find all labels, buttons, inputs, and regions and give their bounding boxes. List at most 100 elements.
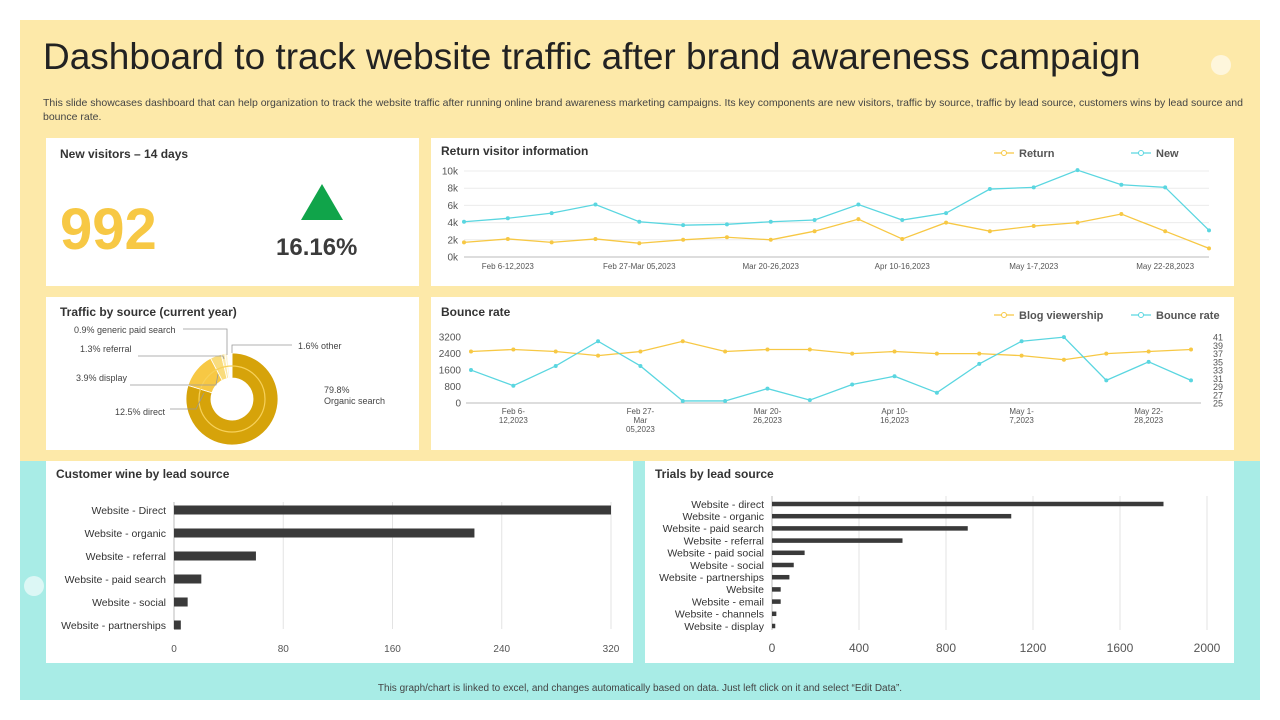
return-visitor-chart[interactable]: Return visitor information 0k 2k 4k 6k 8k 10k F… bbox=[431, 138, 1234, 286]
x-tick-label: 320 bbox=[603, 644, 620, 655]
legend-marker bbox=[1001, 150, 1007, 156]
data-point bbox=[1031, 185, 1036, 190]
data-point bbox=[850, 351, 855, 356]
y-right-tick-label: 41 bbox=[1213, 333, 1223, 343]
slice-label: 12.5% direct bbox=[115, 407, 166, 417]
data-point bbox=[1119, 182, 1124, 187]
data-point bbox=[1031, 224, 1036, 229]
leader-line bbox=[170, 392, 205, 410]
x-tick-label: May 1-7,2023 bbox=[1009, 407, 1034, 425]
data-point bbox=[944, 220, 949, 225]
data-point bbox=[511, 383, 516, 388]
data-point bbox=[850, 382, 855, 387]
legend-marker bbox=[1001, 312, 1007, 318]
customer-wins-chart[interactable]: Customer wine by lead source 0 80 160 240 320… bbox=[46, 461, 633, 663]
traffic-source-chart[interactable]: Traffic by source (current year) 79.8% Org… bbox=[46, 297, 419, 450]
new-visitors-value: 992 bbox=[60, 197, 157, 262]
data-point bbox=[768, 219, 773, 224]
x-tick-label: 240 bbox=[493, 644, 510, 655]
data-point bbox=[469, 368, 473, 373]
legend-label: Bounce rate bbox=[1156, 310, 1220, 322]
x-tick-label: Feb 6-12,2023 bbox=[499, 407, 528, 425]
chart-title: Trials by lead source bbox=[655, 467, 774, 481]
data-point bbox=[1061, 335, 1066, 340]
bar bbox=[772, 550, 805, 556]
x-tick-label: Apr 10-16,2023 bbox=[880, 407, 909, 425]
data-point bbox=[1207, 228, 1211, 233]
data-point bbox=[505, 236, 510, 241]
x-tick-label: 400 bbox=[849, 641, 869, 655]
legend-label: Return bbox=[1019, 148, 1055, 160]
bar bbox=[174, 528, 475, 538]
data-point bbox=[1075, 168, 1080, 173]
data-point bbox=[549, 240, 554, 245]
category-label: Website - paid social bbox=[667, 548, 764, 560]
data-point bbox=[768, 237, 773, 242]
y-right-tick-label: 35 bbox=[1213, 357, 1223, 367]
new-visitors-title: New visitors – 14 days bbox=[60, 147, 189, 161]
x-tick-label: Mar 20-26,2023 bbox=[753, 407, 782, 425]
data-point bbox=[807, 347, 812, 352]
x-tick-label: Feb 27-Mar 05,2023 bbox=[603, 262, 676, 271]
customer-wins-card[interactable]: Customer wine by lead source 0 80 160 240 320… bbox=[46, 461, 633, 663]
bounce-rate-card[interactable]: Bounce rate 0 800 1600 2400 3200 25 27 29 31 33 35 3… bbox=[431, 297, 1234, 450]
data-point bbox=[638, 363, 643, 368]
category-label: Website - channels bbox=[675, 609, 764, 621]
data-point bbox=[1207, 246, 1211, 251]
bounce-rate-chart[interactable]: Bounce rate08001600240032002527293133353… bbox=[431, 297, 1234, 450]
leader-line bbox=[231, 344, 292, 353]
series-line bbox=[470, 336, 1192, 402]
series-line bbox=[470, 340, 1192, 361]
legend-marker bbox=[1138, 312, 1144, 318]
x-tick-label: 80 bbox=[278, 644, 290, 655]
y-right-tick-label: 31 bbox=[1213, 374, 1223, 384]
data-point bbox=[1061, 357, 1066, 362]
y-right-tick-label: 33 bbox=[1213, 366, 1223, 376]
legend-marker bbox=[1138, 150, 1144, 156]
category-label: Website - referral bbox=[86, 551, 166, 563]
x-tick-label: Mar 20-26,2023 bbox=[743, 262, 800, 271]
bar bbox=[772, 599, 781, 604]
data-point bbox=[724, 235, 729, 240]
x-tick-label: May 22-28,2023 bbox=[1136, 262, 1194, 271]
data-point bbox=[553, 363, 558, 368]
y-right-tick-label: 27 bbox=[1213, 390, 1223, 400]
data-point bbox=[549, 211, 554, 216]
y-left-tick-label: 2400 bbox=[439, 349, 462, 360]
data-point bbox=[462, 240, 466, 245]
category-label: Website - partnerships bbox=[659, 572, 764, 584]
x-tick-label: May 1-7,2023 bbox=[1009, 262, 1058, 271]
data-point bbox=[856, 217, 861, 222]
traffic-source-card[interactable]: Traffic by source (current year) 79.8% Org… bbox=[46, 297, 419, 450]
leader-line bbox=[183, 328, 228, 355]
x-tick-label: 2000 bbox=[1194, 641, 1221, 655]
return-visitor-card[interactable]: Return visitor information 0k 2k 4k 6k 8k 10k F… bbox=[431, 138, 1234, 286]
data-point bbox=[1104, 351, 1109, 356]
data-point bbox=[1163, 229, 1168, 234]
slice-label: 1.3% referral bbox=[80, 344, 132, 354]
data-point bbox=[977, 351, 982, 356]
data-point bbox=[511, 347, 516, 352]
x-tick-label: 800 bbox=[936, 641, 956, 655]
trials-chart[interactable]: Trials by lead source 0 400 800 1200 1600 2000… bbox=[645, 461, 1234, 663]
x-tick-label: 0 bbox=[171, 644, 177, 655]
bar bbox=[772, 562, 794, 568]
trials-card[interactable]: Trials by lead source 0 400 800 1200 1600 2000… bbox=[645, 461, 1234, 663]
series-line-return bbox=[463, 213, 1210, 250]
data-point bbox=[1075, 220, 1080, 225]
data-point bbox=[462, 219, 466, 224]
bar bbox=[772, 538, 903, 543]
x-tick-label: 160 bbox=[384, 644, 401, 655]
x-tick-label: 1200 bbox=[1020, 641, 1047, 655]
data-point bbox=[593, 202, 598, 207]
new-visitors-change: 16.16% bbox=[276, 234, 358, 261]
bar bbox=[772, 623, 776, 629]
y-right-tick-label: 39 bbox=[1213, 341, 1223, 351]
data-point bbox=[596, 339, 601, 344]
page-description: This slide showcases dashboard that can … bbox=[43, 97, 1243, 123]
data-point bbox=[765, 347, 770, 352]
data-point bbox=[723, 349, 728, 354]
x-tick-label: Apr 10-16,2023 bbox=[875, 262, 931, 271]
new-visitors-card[interactable]: New visitors – 14 days 992 16.16% bbox=[46, 138, 419, 286]
data-point bbox=[680, 398, 685, 403]
